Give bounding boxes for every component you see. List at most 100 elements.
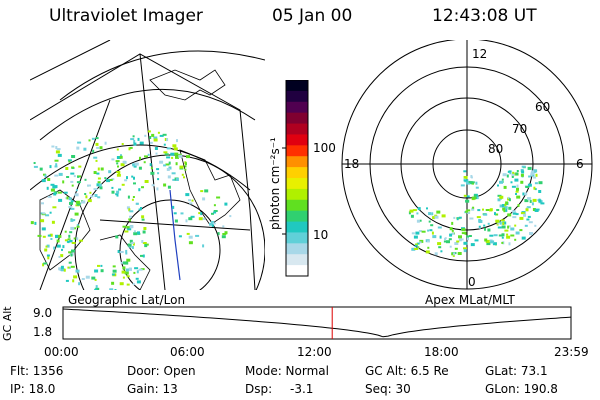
aurora-pixel bbox=[42, 263, 45, 267]
aurora-pixel bbox=[111, 281, 115, 285]
aurora-pixel bbox=[508, 242, 511, 246]
aurora-pixel bbox=[516, 195, 521, 199]
coastline bbox=[99, 234, 151, 290]
aurora-pixel bbox=[449, 233, 453, 237]
aurora-pixel bbox=[515, 193, 517, 195]
polar-plot-caption: Apex MLat/MLT bbox=[425, 293, 515, 307]
aurora-pixel bbox=[520, 180, 524, 184]
map-meridian bbox=[99, 219, 251, 231]
aurora-pixel bbox=[120, 154, 122, 157]
aurora-pixel bbox=[478, 225, 481, 228]
aurora-pixel bbox=[129, 239, 133, 243]
aurora-pixel bbox=[475, 181, 478, 185]
aurora-pixel bbox=[538, 199, 542, 203]
aurora-pixel bbox=[68, 266, 71, 269]
aurora-pixel bbox=[67, 266, 70, 269]
aurora-pixel bbox=[93, 171, 97, 174]
coastline bbox=[39, 189, 91, 271]
aurora-pixel bbox=[470, 181, 475, 184]
aurora-pixel bbox=[497, 226, 502, 229]
aurora-pixel bbox=[66, 176, 70, 178]
aurora-pixel bbox=[501, 178, 504, 181]
aurora-pixel bbox=[222, 225, 225, 228]
aurora-pixel bbox=[515, 213, 519, 216]
aurora-pixel bbox=[166, 147, 171, 150]
aurora-pixel bbox=[71, 166, 75, 169]
aurora-pixel bbox=[115, 160, 120, 163]
aurora-pixel bbox=[85, 195, 88, 199]
aurora-pixel bbox=[135, 202, 139, 205]
aurora-pixel bbox=[165, 163, 170, 166]
aurora-pixel bbox=[58, 198, 63, 202]
colorbar-cell bbox=[286, 123, 308, 135]
gain-value: Gain: 13 bbox=[127, 382, 178, 396]
aurora-pixel bbox=[123, 160, 126, 164]
aurora-pixel bbox=[50, 188, 55, 192]
aurora-pixel bbox=[505, 201, 509, 205]
aurora-pixel bbox=[68, 197, 72, 201]
aurora-pixel bbox=[70, 265, 75, 268]
aurora-pixel bbox=[34, 221, 37, 225]
aurora-pixel bbox=[448, 238, 452, 241]
aurora-pixel bbox=[88, 139, 91, 142]
aurora-pixel bbox=[429, 229, 433, 232]
aurora-pixel bbox=[439, 235, 442, 239]
aurora-pixel bbox=[430, 224, 434, 227]
aurora-pixel bbox=[185, 162, 187, 166]
aurora-pixel bbox=[525, 186, 530, 188]
aurora-pixel bbox=[202, 217, 206, 220]
aurora-pixel bbox=[129, 267, 132, 271]
aurora-pixel bbox=[131, 246, 134, 249]
aurora-pixel bbox=[520, 173, 524, 177]
gc-altitude: GC Alt: 6.5 Re bbox=[365, 364, 449, 378]
aurora-pixel bbox=[95, 137, 99, 140]
aurora-pixel bbox=[126, 258, 131, 262]
aurora-pixel bbox=[52, 185, 57, 189]
aurora-pixel bbox=[71, 249, 75, 253]
mlt-label-18: 18 bbox=[344, 157, 359, 171]
aurora-pixel bbox=[171, 156, 174, 159]
aurora-pixel bbox=[409, 209, 414, 213]
aurora-pixel bbox=[60, 254, 64, 258]
aurora-pixel bbox=[157, 178, 160, 181]
aurora-pixel bbox=[415, 231, 420, 235]
altitude-ytick-9: 9.0 bbox=[33, 306, 53, 320]
aurora-pixel bbox=[198, 212, 201, 215]
aurora-pixel bbox=[104, 141, 107, 145]
aurora-pixel bbox=[47, 256, 50, 260]
aurora-pixel bbox=[471, 207, 475, 211]
aurora-pixel bbox=[175, 155, 179, 159]
aurora-pixel bbox=[163, 143, 166, 146]
aurora-pixel bbox=[37, 234, 42, 237]
aurora-pixel bbox=[482, 208, 484, 211]
aurora-pixel bbox=[163, 151, 168, 154]
aurora-pixel bbox=[125, 249, 128, 253]
satellite-track bbox=[169, 189, 181, 281]
aurora-pixel bbox=[451, 229, 454, 232]
aurora-pixel bbox=[129, 146, 133, 149]
aurora-pixel bbox=[437, 242, 442, 246]
aurora-pixel bbox=[497, 221, 500, 225]
aurora-pixel bbox=[76, 146, 80, 150]
altitude-xtick: 00:00 bbox=[44, 345, 79, 359]
aurora-pixel bbox=[188, 241, 193, 245]
aurora-pixel bbox=[84, 178, 87, 181]
aurora-pixel bbox=[97, 177, 101, 180]
aurora-pixel bbox=[112, 269, 117, 273]
colorbar-cell bbox=[286, 254, 308, 266]
aurora-pixel bbox=[132, 163, 137, 167]
aurora-pixel bbox=[461, 228, 466, 232]
aurora-pixel bbox=[531, 202, 534, 206]
aurora-pixel bbox=[76, 225, 80, 228]
aurora-pixel bbox=[44, 248, 48, 252]
mlt-label-0: 0 bbox=[468, 275, 476, 289]
aurora-pixel bbox=[213, 204, 216, 207]
aurora-pixel bbox=[111, 178, 115, 181]
aurora-pixel bbox=[68, 261, 72, 264]
aurora-pixel bbox=[128, 147, 131, 151]
colorbar-cell bbox=[286, 232, 308, 244]
aurora-pixel bbox=[54, 165, 58, 168]
aurora-pixel bbox=[124, 271, 129, 275]
aurora-pixel bbox=[166, 168, 170, 171]
aurora-pixel bbox=[478, 219, 482, 222]
